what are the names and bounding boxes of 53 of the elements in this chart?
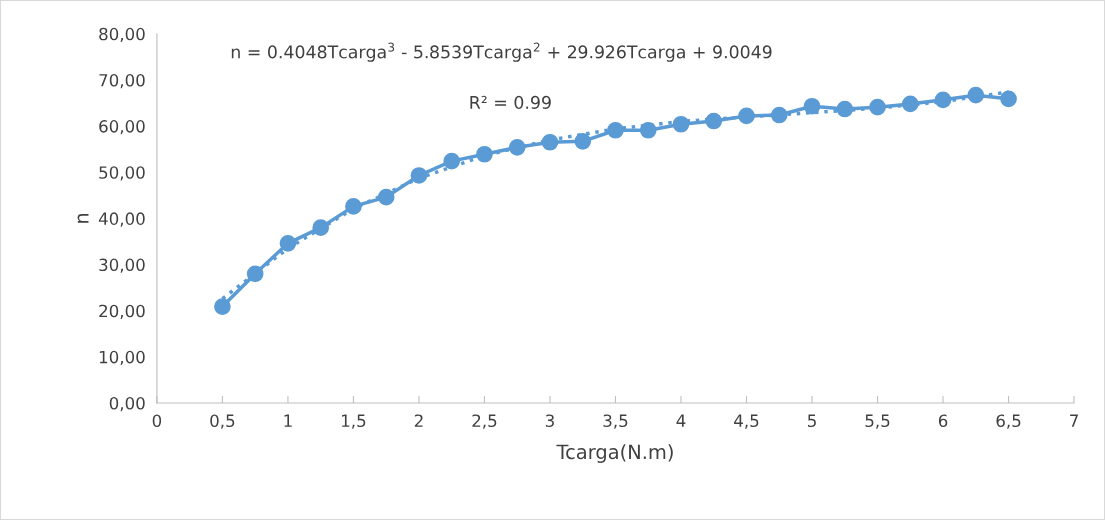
y-tick-label: 30,00 bbox=[99, 258, 145, 273]
point bbox=[967, 86, 985, 104]
annotation: R² = 0.99 bbox=[470, 95, 551, 109]
x-tick-label: 0 bbox=[152, 414, 162, 428]
point bbox=[770, 106, 788, 124]
x-tick-label: 6,5 bbox=[996, 414, 1021, 429]
point bbox=[279, 234, 297, 252]
x-tick-label: 6 bbox=[938, 414, 948, 428]
point bbox=[377, 188, 395, 206]
x-tick-label: 7 bbox=[1070, 414, 1078, 427]
x-tick-label: 4,5 bbox=[734, 414, 759, 429]
x-tick-label: 3,5 bbox=[603, 414, 628, 429]
x-tick-label: 0,5 bbox=[210, 414, 235, 429]
point bbox=[214, 298, 231, 315]
point bbox=[246, 265, 264, 283]
y-tick-label: 50,00 bbox=[99, 166, 145, 181]
point bbox=[312, 219, 330, 236]
point bbox=[901, 95, 919, 113]
point bbox=[803, 97, 821, 115]
x-tick-label: 1 bbox=[284, 414, 292, 427]
x-tick-label: 4 bbox=[676, 414, 686, 427]
point bbox=[476, 145, 493, 163]
x-tick-label: 1,5 bbox=[342, 414, 366, 429]
y-tick-label: 10,00 bbox=[99, 350, 145, 366]
point bbox=[869, 98, 886, 116]
point bbox=[443, 152, 461, 170]
point bbox=[410, 167, 428, 184]
y-tick-label: 20,00 bbox=[99, 304, 145, 319]
annotation: n = 0.4048Tcarga$^{3}$ - 5.8539Tcarga$^{2}$ + 29.926Tcarga + 9.0049 bbox=[231, 42, 772, 62]
y-axis-title: n bbox=[77, 213, 89, 223]
y-tick-label: 60,00 bbox=[99, 120, 145, 135]
point bbox=[541, 133, 559, 151]
point bbox=[738, 107, 755, 125]
point bbox=[934, 91, 952, 109]
point bbox=[607, 121, 624, 139]
point bbox=[639, 121, 657, 139]
x-tick-label: 3 bbox=[545, 414, 554, 428]
point bbox=[574, 132, 592, 150]
point bbox=[345, 198, 362, 215]
point bbox=[705, 112, 723, 130]
x-tick-label: 2 bbox=[414, 414, 423, 427]
point bbox=[836, 100, 854, 118]
y-tick-label: 80,00 bbox=[99, 27, 145, 43]
x-axis-title: Tcarga(N.m) bbox=[556, 444, 673, 463]
x-tick-label: 5 bbox=[808, 414, 816, 428]
y-tick-label: 40,00 bbox=[98, 212, 145, 227]
point bbox=[508, 138, 526, 156]
x-tick-label: 5,5 bbox=[865, 414, 890, 429]
y-tick-label: 70,00 bbox=[99, 73, 145, 89]
x-tick-label: 2,5 bbox=[472, 414, 497, 429]
point bbox=[672, 115, 690, 133]
point bbox=[1000, 90, 1017, 108]
y-tick-label: 0,00 bbox=[109, 396, 145, 412]
